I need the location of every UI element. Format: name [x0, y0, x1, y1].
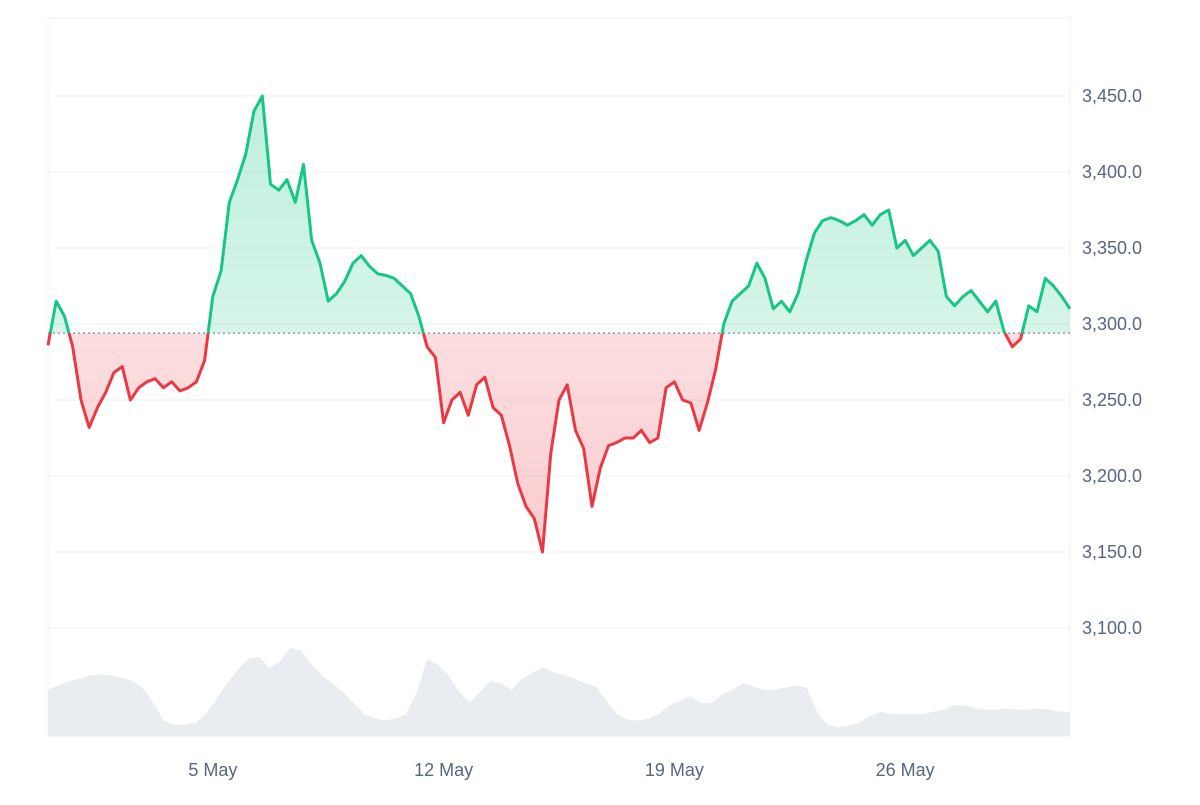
x-tick-label: 19 May [645, 760, 704, 780]
y-tick-label: 3,300.0 [1082, 314, 1142, 334]
x-axis: 5 May 12 May 19 May 26 May [188, 760, 934, 780]
y-tick-label: 3,150.0 [1082, 542, 1142, 562]
y-tick-label: 3,350.0 [1082, 238, 1142, 258]
y-tick-label: 3,200.0 [1082, 466, 1142, 486]
y-axis: 3,100.0 3,150.0 3,200.0 3,250.0 3,300.0 3,350… [1082, 86, 1142, 638]
volume-area-group [48, 648, 1070, 736]
x-tick-label: 26 May [876, 760, 935, 780]
y-tick-label: 3,450.0 [1082, 86, 1142, 106]
x-tick-label: 12 May [414, 760, 473, 780]
x-tick-label: 5 May [188, 760, 237, 780]
y-tick-label: 3,250.0 [1082, 390, 1142, 410]
y-tick-label: 3,100.0 [1082, 618, 1142, 638]
volume-area [48, 648, 1070, 736]
y-tick-label: 3,400.0 [1082, 162, 1142, 182]
